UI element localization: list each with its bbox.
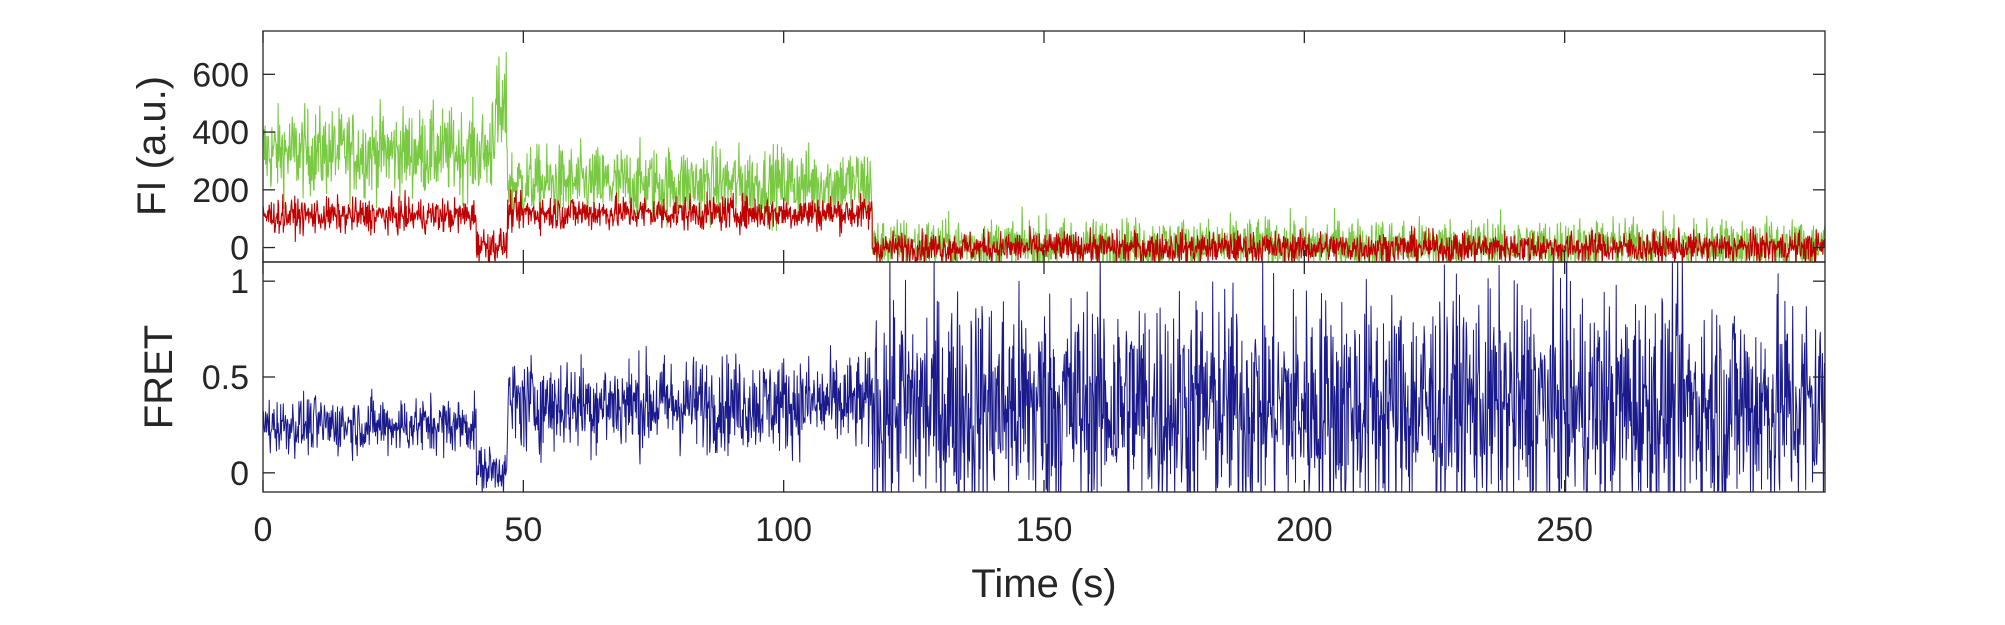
- time-x-axis-label: Time (s): [971, 562, 1116, 606]
- intensity-traces: [263, 52, 1825, 262]
- y-tick-label: 600: [192, 56, 249, 94]
- x-tick-label: 100: [755, 511, 812, 549]
- intensity-y-ticks: 0 200 400 600: [192, 56, 1825, 268]
- x-tick-label: 200: [1276, 511, 1333, 549]
- time-x-ticks: 0 50 100 150 200 250: [254, 31, 1593, 549]
- y-tick-label: 0.5: [202, 359, 249, 397]
- intensity-panel: 0 200 400 600 FI (a.u.): [130, 30, 1826, 268]
- fret-panel: 00.51 0 50 100 150 200 250 FRET Time (s): [137, 31, 1826, 606]
- fret-series-1: [263, 262, 1825, 492]
- y-tick-label: 1: [230, 263, 249, 301]
- fret-y-axis-label: FRET: [137, 325, 181, 429]
- y-tick-label: 400: [192, 114, 249, 152]
- x-tick-label: 150: [1016, 511, 1073, 549]
- x-tick-label: 50: [504, 511, 542, 549]
- fret-traces: [263, 262, 1825, 492]
- fret-y-ticks: 00.51: [202, 263, 1825, 493]
- intensity-series-2: [263, 189, 1825, 262]
- y-tick-label: 200: [192, 172, 249, 210]
- intensity-y-axis-label: FI (a.u.): [130, 76, 174, 216]
- y-tick-label: 0: [230, 230, 249, 268]
- x-tick-label: 250: [1536, 511, 1593, 549]
- x-tick-label: 0: [254, 511, 273, 549]
- y-tick-label: 0: [230, 455, 249, 493]
